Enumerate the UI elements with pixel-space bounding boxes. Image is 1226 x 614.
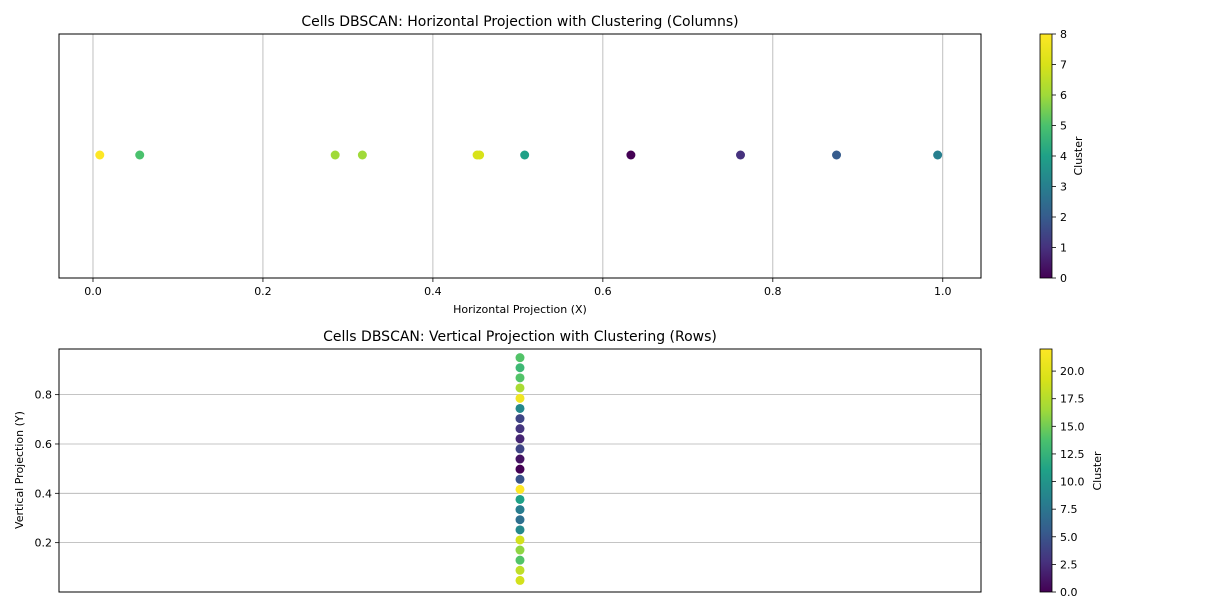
data-point	[515, 505, 525, 515]
colorbar-tick-label: 7	[1060, 59, 1067, 72]
colorbar-tick-label: 5.0	[1060, 531, 1078, 544]
data-point	[515, 484, 525, 494]
data-point	[515, 535, 525, 545]
colorbar-gradient	[1039, 33, 1053, 279]
colorbar-tick-label: 7.5	[1060, 503, 1078, 516]
colorbar-tick-label: 2.5	[1060, 558, 1078, 571]
y-tick-label: 0.8	[35, 389, 53, 402]
colorbar-tick-label: 6	[1060, 89, 1067, 102]
data-point	[515, 454, 525, 464]
colorbar-ticks: 0 1 2 3 4 5 6 7 8	[1052, 28, 1067, 285]
x-tick-label: 0.0	[84, 285, 102, 298]
data-point	[515, 393, 525, 403]
data-point	[515, 515, 525, 525]
data-point	[515, 565, 525, 575]
colorbar-ticks: 0.0 2.5 5.0 7.5 10.0 12.5 15.0 17.5 20.0	[1052, 365, 1085, 599]
data-point	[330, 150, 340, 160]
data-point	[515, 373, 525, 383]
data-point	[515, 444, 525, 454]
grid-lines	[92, 34, 944, 278]
y-axis-ticks: 0.2 0.4 0.6 0.8	[35, 389, 59, 550]
colorbar-label: Cluster	[1091, 451, 1104, 491]
data-point	[515, 525, 525, 535]
chart-title: Cells DBSCAN: Vertical Projection with C…	[323, 329, 717, 345]
chart-title: Cells DBSCAN: Horizontal Projection with…	[301, 14, 738, 30]
colorbar-label: Cluster	[1072, 136, 1085, 176]
data-point	[832, 150, 842, 160]
plot-frame	[58, 348, 982, 593]
data-point	[357, 150, 367, 160]
data-point	[736, 150, 746, 160]
y-tick-label: 0.2	[35, 537, 53, 550]
colorbar-tick-label: 20.0	[1060, 365, 1085, 378]
data-point	[515, 414, 525, 424]
colorbar-tick-label: 3	[1060, 181, 1067, 194]
data-point	[515, 494, 525, 504]
x-tick-label: 0.4	[424, 285, 442, 298]
colorbar-tick-label: 12.5	[1060, 448, 1085, 461]
colorbar-tick-label: 1	[1060, 242, 1067, 255]
data-point	[95, 150, 105, 160]
data-point	[933, 150, 943, 160]
data-point	[626, 150, 636, 160]
data-points	[95, 150, 943, 160]
data-point	[515, 555, 525, 565]
data-point	[515, 403, 525, 413]
plot-frame	[58, 33, 982, 279]
colorbar-tick-label: 10.0	[1060, 476, 1085, 489]
colorbar-tick-label: 15.0	[1060, 420, 1085, 433]
colorbar-tick-label: 2	[1060, 211, 1067, 224]
y-tick-label: 0.4	[35, 487, 53, 500]
y-tick-label: 0.6	[35, 438, 53, 451]
data-point	[515, 464, 525, 474]
data-point	[515, 424, 525, 434]
colorbar-tick-label: 8	[1060, 28, 1067, 41]
data-point	[475, 150, 485, 160]
data-point	[515, 575, 525, 585]
colorbar: 0.0 2.5 5.0 7.5 10.0 12.5 15.0 17.5 20.0 Cluster	[1039, 348, 1104, 599]
data-points	[515, 353, 525, 585]
x-tick-label: 0.2	[254, 285, 272, 298]
data-point	[515, 434, 525, 444]
y-axis-label: Vertical Projection (Y)	[13, 411, 26, 529]
data-point	[135, 150, 145, 160]
colorbar-tick-label: 0	[1060, 272, 1067, 285]
horizontal-projection-chart: Cells DBSCAN: Horizontal Projection with…	[58, 14, 1085, 316]
x-tick-label: 0.6	[594, 285, 612, 298]
colorbar: 0 1 2 3 4 5 6 7 8 Cluster	[1039, 28, 1085, 285]
data-point	[515, 383, 525, 393]
x-axis-label: Horizontal Projection (X)	[453, 303, 587, 316]
vertical-projection-chart: Cells DBSCAN: Vertical Projection with C…	[13, 329, 1104, 599]
colorbar-tick-label: 5	[1060, 120, 1067, 133]
data-point	[515, 474, 525, 484]
data-point	[515, 353, 525, 363]
colorbar-tick-label: 0.0	[1060, 586, 1078, 599]
data-point	[520, 150, 530, 160]
x-axis-ticks: 0.0 0.2 0.4 0.6 0.8 1.0	[84, 278, 952, 298]
colorbar-tick-label: 17.5	[1060, 393, 1085, 406]
data-point	[515, 363, 525, 373]
colorbar-tick-label: 4	[1060, 150, 1067, 163]
x-tick-label: 1.0	[934, 285, 952, 298]
data-point	[515, 545, 525, 555]
x-tick-label: 0.8	[764, 285, 782, 298]
colorbar-gradient	[1039, 348, 1053, 593]
